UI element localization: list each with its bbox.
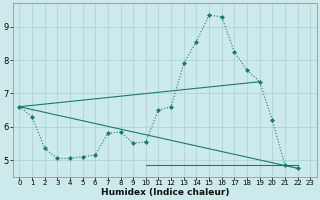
X-axis label: Humidex (Indice chaleur): Humidex (Indice chaleur)	[100, 188, 229, 197]
